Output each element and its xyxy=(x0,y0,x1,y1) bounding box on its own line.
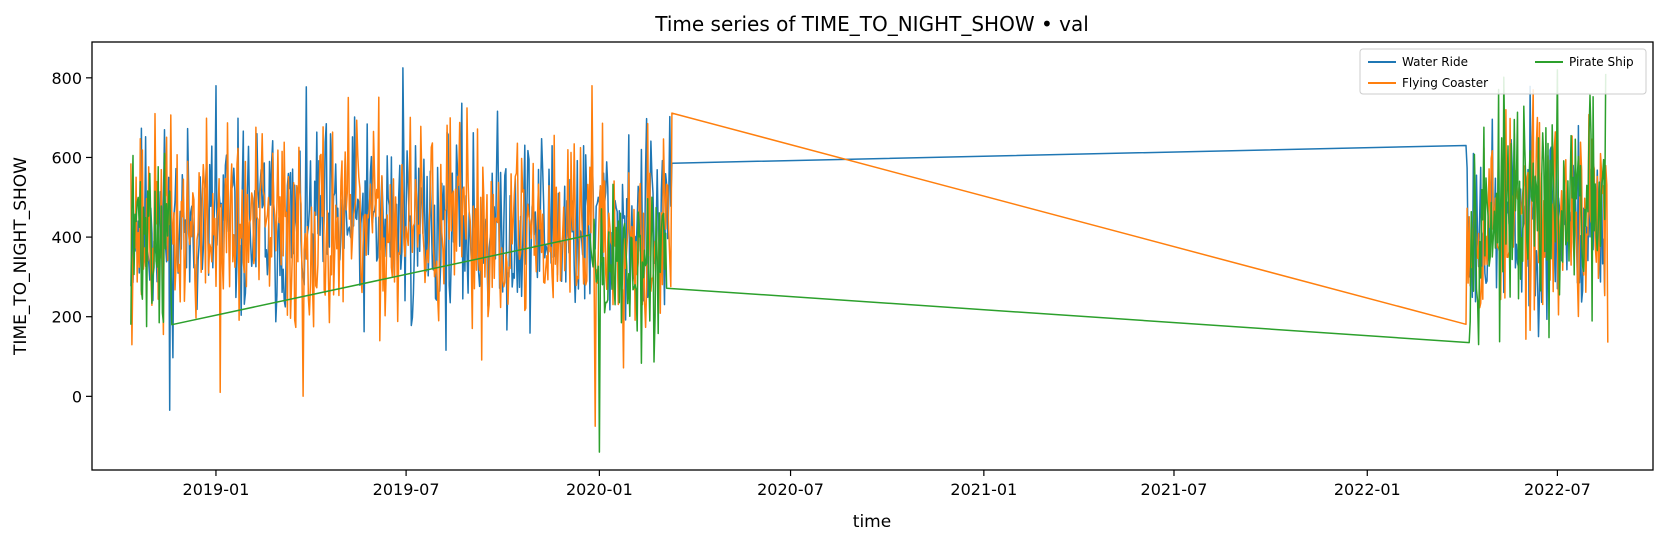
x-tick-label: 2022-01 xyxy=(1334,480,1401,499)
y-axis-label: TIME_TO_NIGHT_SHOW xyxy=(11,157,31,356)
x-axis: 2019-01 2019-07 2020-01 2020-07 2021-01 2021-… xyxy=(183,470,1591,499)
x-axis-label: time xyxy=(853,512,891,532)
legend: Water Ride Flying Coaster Pirate Ship xyxy=(1359,48,1647,95)
chart-title: Time series of TIME_TO_NIGHT_SHOW • val xyxy=(654,12,1089,36)
plot-frame xyxy=(91,41,1654,471)
x-tick-label: 2021-07 xyxy=(1141,480,1208,499)
x-tick-label: 2019-07 xyxy=(373,480,440,499)
series-layer xyxy=(130,67,1609,453)
y-tick-label: 200 xyxy=(51,308,82,327)
x-tick-label: 2020-07 xyxy=(757,480,824,499)
y-axis: 0 200 400 600 800 xyxy=(51,69,92,406)
legend-label-water-ride: Water Ride xyxy=(1402,55,1468,69)
y-tick-label: 600 xyxy=(51,148,82,167)
x-tick-label: 2022-07 xyxy=(1524,480,1591,499)
x-tick-label: 2021-01 xyxy=(950,480,1017,499)
x-tick-label: 2019-01 xyxy=(183,480,250,499)
y-tick-label: 400 xyxy=(51,228,82,247)
y-tick-label: 0 xyxy=(72,387,82,406)
y-tick-label: 800 xyxy=(51,69,82,88)
legend-label-flying-coaster: Flying Coaster xyxy=(1402,76,1488,90)
legend-box xyxy=(1359,48,1647,95)
x-tick-label: 2020-01 xyxy=(566,480,633,499)
series-line-pirate-ship xyxy=(130,69,1607,453)
legend-label-pirate-ship: Pirate Ship xyxy=(1569,55,1634,69)
